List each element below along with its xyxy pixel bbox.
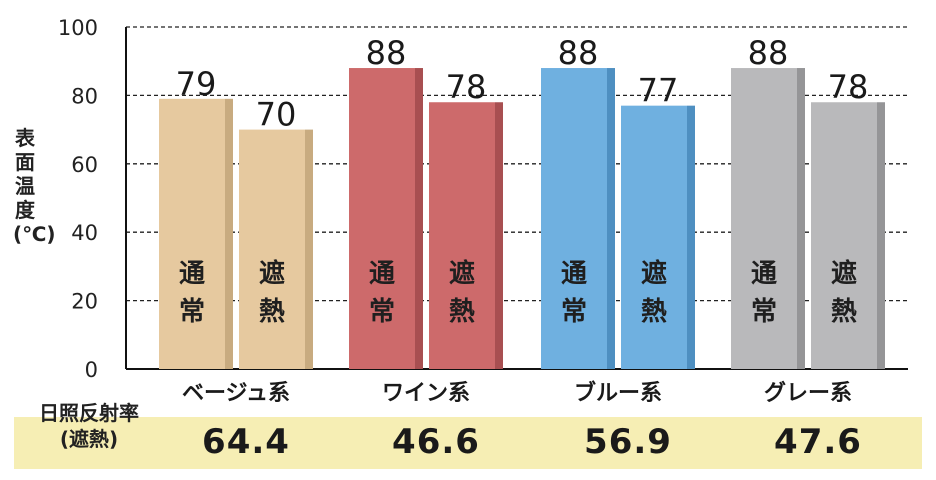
bar-side-gray-normal	[797, 68, 805, 369]
value-label-blue-heat: 77	[638, 72, 679, 110]
category-label-wine: ワイン系	[382, 381, 470, 406]
reflectance-value-beige: 64.4	[202, 422, 290, 462]
value-label-beige-heat: 70	[256, 96, 297, 134]
bar-side-blue-heat	[687, 105, 695, 369]
bar-side-beige-normal	[225, 98, 233, 369]
value-label-blue-normal: 88	[558, 34, 599, 72]
bar-text-gray-heat-2: 熱	[831, 297, 857, 327]
bar-blue-normal	[541, 68, 607, 369]
bar-side-gray-heat	[877, 102, 885, 370]
bar-text-blue-normal-1: 通	[561, 259, 587, 289]
y-axis-title-text: 表面温度(℃)	[13, 126, 56, 246]
bar-text-gray-normal-2: 常	[751, 297, 777, 327]
bar-text-wine-normal-1: 通	[369, 259, 395, 289]
bar-text-beige-normal-1: 通	[179, 259, 205, 289]
bar-side-wine-normal	[415, 68, 423, 369]
reflectance-label-line2: (遮熱)	[59, 427, 119, 451]
bar-text-blue-heat-2: 熱	[641, 297, 667, 327]
bar-beige-heat	[239, 129, 305, 369]
bar-wine-heat	[429, 102, 495, 370]
y-tick-label-20: 20	[71, 290, 98, 314]
value-label-gray-heat: 78	[828, 68, 869, 106]
y-axis-title: 表面温度(℃)	[8, 126, 56, 246]
bar-text-wine-heat-2: 熱	[449, 297, 475, 327]
reflectance-label: 日照反射率 (遮熱)	[14, 400, 164, 452]
y-tick-label-60: 60	[71, 153, 98, 177]
reflectance-value-blue: 56.9	[584, 422, 672, 462]
value-label-wine-normal: 88	[366, 34, 407, 72]
value-label-beige-normal: 79	[176, 65, 217, 103]
bar-text-gray-normal-1: 通	[751, 259, 777, 289]
bar-text-beige-heat-1: 遮	[259, 258, 285, 289]
bar-side-beige-heat	[305, 129, 313, 369]
bar-text-wine-heat-1: 遮	[449, 258, 475, 289]
bar-side-blue-normal	[607, 68, 615, 369]
reflectance-label-line1: 日照反射率	[39, 401, 139, 425]
y-tick-label-80: 80	[71, 84, 98, 108]
bar-text-beige-heat-2: 熱	[259, 297, 285, 327]
bar-text-wine-normal-2: 常	[369, 297, 395, 327]
y-tick-label-40: 40	[71, 221, 98, 245]
reflectance-value-wine: 46.6	[392, 422, 480, 462]
bar-side-wine-heat	[495, 102, 503, 370]
bar-gray-normal	[731, 68, 797, 369]
reflectance-value-gray: 47.6	[774, 422, 862, 462]
bar-beige-normal	[159, 98, 225, 369]
bar-text-beige-normal-2: 常	[179, 297, 205, 327]
bar-text-gray-heat-1: 遮	[831, 258, 857, 289]
bar-text-blue-normal-2: 常	[561, 297, 587, 327]
bar-gray-heat	[811, 102, 877, 370]
bar-text-blue-heat-1: 遮	[641, 258, 667, 289]
bar-wine-normal	[349, 68, 415, 369]
reflectance-band	[14, 417, 922, 469]
category-label-beige: ベージュ系	[182, 381, 290, 406]
category-label-gray: グレー系	[764, 380, 852, 406]
y-tick-label-0: 0	[85, 358, 98, 382]
bar-blue-heat	[621, 105, 687, 369]
category-label-blue: ブルー系	[574, 380, 662, 406]
value-label-wine-heat: 78	[446, 68, 487, 106]
value-label-gray-normal: 88	[748, 34, 789, 72]
y-tick-label-100: 100	[58, 16, 98, 40]
